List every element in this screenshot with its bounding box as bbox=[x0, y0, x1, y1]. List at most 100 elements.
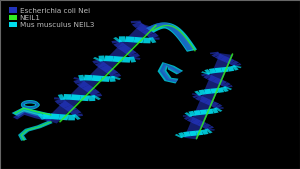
Polygon shape bbox=[221, 82, 231, 88]
Polygon shape bbox=[212, 78, 222, 84]
Polygon shape bbox=[110, 73, 121, 78]
Polygon shape bbox=[129, 56, 136, 63]
Polygon shape bbox=[101, 76, 110, 82]
Polygon shape bbox=[58, 114, 69, 120]
Polygon shape bbox=[212, 52, 221, 57]
Polygon shape bbox=[192, 93, 201, 96]
Polygon shape bbox=[124, 49, 137, 56]
Polygon shape bbox=[142, 29, 155, 36]
Polygon shape bbox=[194, 110, 201, 116]
Polygon shape bbox=[227, 66, 234, 72]
Polygon shape bbox=[224, 86, 232, 90]
Polygon shape bbox=[150, 38, 160, 40]
Polygon shape bbox=[184, 112, 193, 117]
Polygon shape bbox=[21, 122, 52, 140]
Legend: Escherichia coli Nei, NEIL1, Mus musculus NEIL3: Escherichia coli Nei, NEIL1, Mus musculu… bbox=[7, 5, 96, 30]
Polygon shape bbox=[201, 123, 211, 129]
Polygon shape bbox=[73, 77, 84, 81]
Polygon shape bbox=[58, 94, 65, 100]
Polygon shape bbox=[93, 57, 103, 62]
Polygon shape bbox=[18, 120, 53, 141]
Polygon shape bbox=[221, 67, 229, 72]
Polygon shape bbox=[187, 117, 197, 123]
Polygon shape bbox=[98, 55, 105, 61]
Polygon shape bbox=[194, 91, 202, 96]
Polygon shape bbox=[175, 134, 183, 138]
Polygon shape bbox=[146, 22, 197, 52]
Polygon shape bbox=[72, 114, 81, 120]
Polygon shape bbox=[104, 55, 114, 62]
Polygon shape bbox=[146, 23, 194, 51]
Polygon shape bbox=[112, 56, 123, 62]
Polygon shape bbox=[209, 68, 216, 74]
Polygon shape bbox=[210, 88, 218, 94]
Polygon shape bbox=[109, 76, 116, 82]
Polygon shape bbox=[68, 115, 75, 120]
Polygon shape bbox=[213, 104, 222, 109]
Polygon shape bbox=[69, 109, 82, 116]
Polygon shape bbox=[196, 121, 207, 127]
Polygon shape bbox=[73, 79, 85, 84]
Polygon shape bbox=[54, 97, 64, 100]
Polygon shape bbox=[214, 67, 222, 73]
Polygon shape bbox=[130, 57, 140, 60]
Polygon shape bbox=[136, 25, 149, 32]
Polygon shape bbox=[217, 87, 224, 93]
Polygon shape bbox=[15, 110, 51, 118]
Polygon shape bbox=[64, 105, 77, 112]
Polygon shape bbox=[201, 129, 208, 135]
Polygon shape bbox=[122, 57, 130, 63]
Polygon shape bbox=[148, 24, 194, 51]
Polygon shape bbox=[87, 89, 100, 96]
Polygon shape bbox=[43, 113, 50, 119]
Polygon shape bbox=[50, 113, 60, 120]
Polygon shape bbox=[205, 128, 213, 134]
Polygon shape bbox=[113, 37, 122, 43]
Polygon shape bbox=[232, 65, 242, 68]
Polygon shape bbox=[183, 131, 191, 137]
Polygon shape bbox=[221, 87, 229, 92]
Polygon shape bbox=[207, 75, 217, 81]
Polygon shape bbox=[73, 114, 83, 117]
Polygon shape bbox=[205, 126, 214, 130]
Polygon shape bbox=[118, 45, 131, 52]
Polygon shape bbox=[204, 69, 212, 75]
Polygon shape bbox=[128, 53, 140, 59]
Polygon shape bbox=[220, 56, 230, 62]
Polygon shape bbox=[84, 75, 93, 81]
Polygon shape bbox=[91, 93, 102, 98]
Polygon shape bbox=[191, 119, 202, 125]
Polygon shape bbox=[232, 63, 242, 67]
Polygon shape bbox=[192, 94, 202, 98]
Polygon shape bbox=[199, 97, 209, 103]
Polygon shape bbox=[12, 107, 53, 119]
Polygon shape bbox=[201, 73, 210, 76]
Polygon shape bbox=[183, 115, 192, 117]
Polygon shape bbox=[158, 62, 183, 83]
Polygon shape bbox=[70, 94, 81, 101]
Polygon shape bbox=[55, 98, 66, 104]
Polygon shape bbox=[188, 111, 196, 116]
Polygon shape bbox=[100, 65, 113, 72]
Polygon shape bbox=[132, 22, 144, 28]
Polygon shape bbox=[106, 69, 118, 76]
Polygon shape bbox=[92, 59, 104, 64]
Polygon shape bbox=[204, 89, 212, 94]
Polygon shape bbox=[149, 37, 156, 43]
Polygon shape bbox=[111, 76, 121, 80]
Polygon shape bbox=[58, 101, 71, 108]
Polygon shape bbox=[134, 37, 144, 43]
Polygon shape bbox=[224, 85, 233, 88]
Polygon shape bbox=[92, 95, 101, 100]
Polygon shape bbox=[95, 61, 107, 68]
Polygon shape bbox=[209, 102, 219, 107]
Polygon shape bbox=[119, 36, 126, 42]
Polygon shape bbox=[88, 95, 95, 101]
Polygon shape bbox=[201, 71, 210, 75]
Polygon shape bbox=[211, 108, 219, 113]
Polygon shape bbox=[184, 115, 193, 120]
Polygon shape bbox=[13, 112, 52, 122]
Polygon shape bbox=[200, 109, 208, 115]
Polygon shape bbox=[111, 40, 122, 44]
Polygon shape bbox=[113, 41, 126, 48]
